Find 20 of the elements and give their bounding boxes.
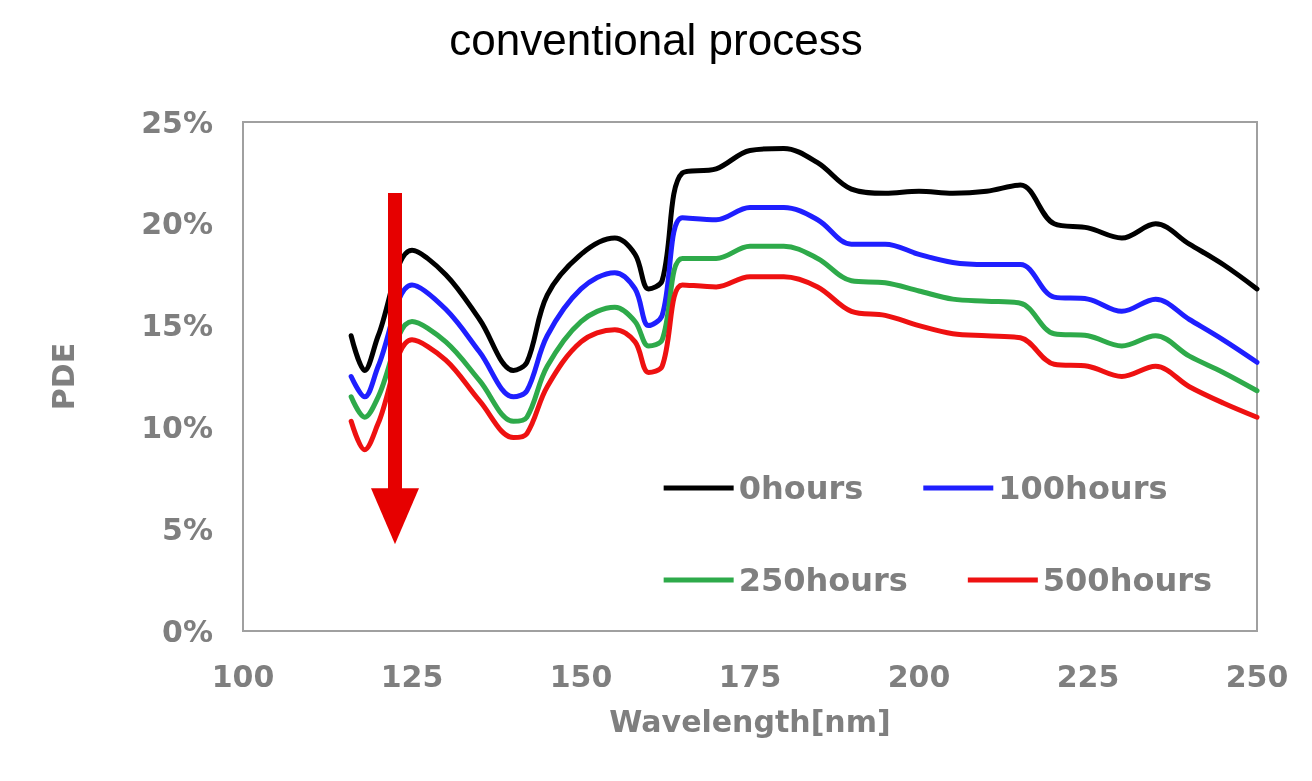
legend-label: 250hours [738, 561, 908, 599]
y-tick-label: 10% [141, 409, 213, 445]
y-tick-label: 20% [141, 206, 213, 242]
y-tick-label: 25% [141, 104, 213, 140]
legend-label: 100hours [998, 469, 1168, 507]
x-tick-label: 125 [380, 658, 444, 694]
x-tick-label: 250 [1225, 658, 1289, 694]
y-tick-label: 15% [141, 308, 213, 344]
x-tick-label: 100 [211, 658, 275, 694]
x-axis-title: Wavelength[nm] [609, 703, 891, 739]
y-tick-label: 0% [162, 613, 213, 649]
x-tick-label: 225 [1056, 658, 1120, 694]
x-tick-label: 200 [887, 658, 951, 694]
legend-label: 500hours [1042, 561, 1212, 599]
legend-label: 0hours [738, 469, 864, 507]
y-tick-label: 5% [162, 511, 213, 547]
y-axis-title: PDE [45, 342, 81, 411]
x-tick-label: 175 [718, 658, 782, 694]
chart-title: conventional process [449, 14, 863, 64]
x-tick-label: 150 [549, 658, 613, 694]
